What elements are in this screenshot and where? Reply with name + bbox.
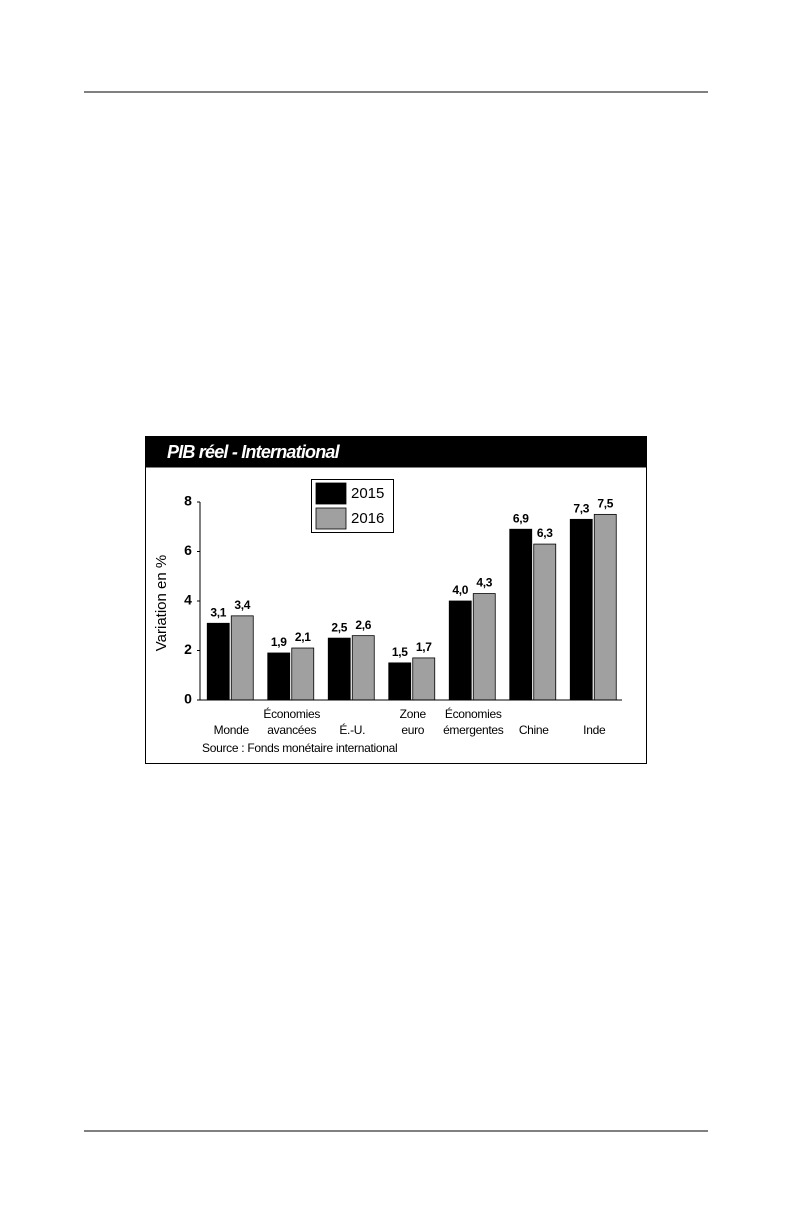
source: Source : Fonds monétaire international — [202, 741, 397, 755]
x-tick-label: Inde — [583, 723, 606, 737]
value-label: 1,9 — [271, 635, 287, 649]
bar — [412, 657, 436, 701]
value-label: 2,5 — [331, 620, 347, 634]
bar — [351, 635, 375, 701]
value-label: 1,5 — [392, 645, 408, 659]
legend-label: 2015 — [351, 485, 384, 502]
bar — [206, 622, 230, 701]
x-tick-label: Chine — [518, 723, 549, 737]
legend-label: 2016 — [351, 510, 384, 527]
y-tick-label: 8 — [184, 493, 192, 509]
value-label: 2,6 — [355, 618, 371, 632]
y-tick-label: 4 — [184, 592, 192, 608]
bar — [327, 637, 351, 701]
bar — [267, 652, 291, 701]
y-tick-label: 2 — [184, 641, 192, 657]
legend-swatch — [315, 482, 347, 505]
x-tick-label: Économies avancées — [263, 707, 321, 737]
bar — [472, 593, 496, 701]
value-label: 7,3 — [573, 501, 589, 515]
value-label: 4,0 — [452, 583, 468, 597]
value-label: 4,3 — [476, 576, 492, 590]
x-tick-label: É.-U. — [339, 723, 366, 737]
chart-title: PIB réel - International — [167, 442, 341, 462]
y-axis-label: Variation en % — [153, 555, 170, 651]
bar — [533, 543, 557, 701]
value-label: 3,1 — [210, 605, 226, 619]
value-label: 1,7 — [416, 640, 432, 654]
value-label: 7,5 — [597, 497, 613, 511]
bar — [230, 615, 254, 701]
x-tick-label: Économies émergentes — [443, 707, 504, 737]
value-label: 2,1 — [295, 630, 311, 644]
title-bar — [145, 436, 647, 468]
value-label: 6,9 — [513, 511, 529, 525]
chart-frame — [145, 436, 647, 764]
bar — [593, 513, 617, 701]
legend-swatch — [315, 507, 347, 530]
bar — [569, 518, 593, 701]
bar — [388, 662, 412, 701]
x-tick-label: Monde — [213, 723, 250, 737]
value-label: 6,3 — [537, 526, 553, 540]
bar — [448, 600, 472, 701]
x-tick-label: Zone euro — [399, 707, 426, 737]
bar — [509, 528, 533, 701]
bar — [291, 647, 315, 701]
y-tick-label: 0 — [184, 691, 192, 707]
y-tick-label: 6 — [184, 542, 192, 558]
value-label: 3,4 — [234, 598, 250, 612]
